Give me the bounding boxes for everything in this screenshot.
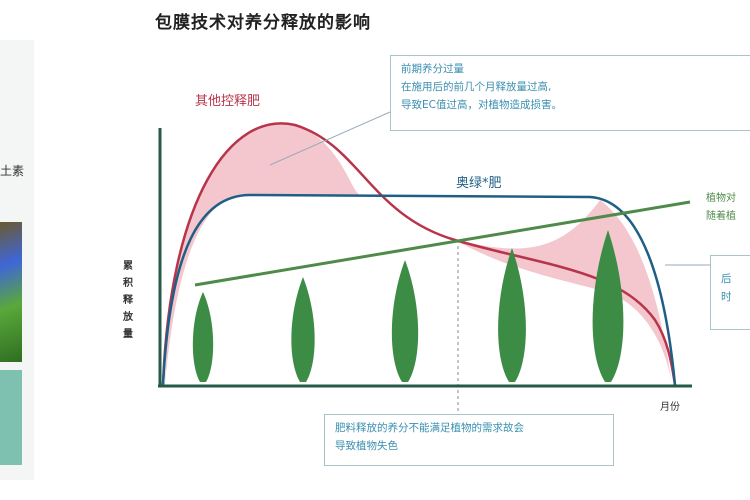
- side-teal-panel: [0, 370, 22, 465]
- deficit-callout: 肥料释放的养分不能满足植物的需求故会 导致植物失色: [324, 414, 614, 466]
- y-axis-label: 累积释放量: [123, 261, 133, 340]
- demand-label-line: 植物对: [706, 193, 736, 204]
- tree-1: [192, 292, 214, 382]
- right-callout: 后 时: [710, 255, 750, 330]
- tree-2: [291, 277, 315, 382]
- x-axis-label: 月份: [660, 402, 680, 413]
- product-label: 奥绿*肥: [456, 176, 502, 191]
- callout-line: 导致植物失色: [335, 440, 398, 452]
- other-release-curve: [161, 122, 677, 386]
- page-title: 包膜技术对养分释放的影响: [155, 13, 371, 33]
- tree-5: [592, 230, 624, 382]
- tree-4: [498, 248, 526, 382]
- side-text: 土素: [0, 164, 25, 178]
- other-fertilizer-label: 其他控释肥: [195, 94, 261, 109]
- trees: [192, 230, 624, 382]
- callout-line: 在施用后的前几个月释放量过高,: [401, 81, 552, 93]
- callout-line: 后: [721, 273, 732, 285]
- callout-line: 时: [721, 291, 732, 303]
- side-photo: [0, 222, 22, 362]
- callout-line: 前期养分过量: [401, 63, 464, 75]
- callout-line-top: [269, 111, 391, 166]
- tree-3: [391, 260, 419, 382]
- plant-demand-line: [194, 200, 691, 287]
- demand-label-line: 随着植: [706, 211, 736, 222]
- side-card: 土素: [0, 40, 34, 480]
- excess-fill: [165, 123, 360, 385]
- product-release-curve: [161, 193, 677, 386]
- callout-line: 肥料释放的养分不能满足植物的需求故会: [335, 422, 524, 434]
- callout-line: 导致EC值过高，对植物造成损害。: [401, 99, 562, 111]
- excess-callout: 前期养分过量 在施用后的前几个月释放量过高, 导致EC值过高，对植物造成损害。: [390, 55, 750, 131]
- deficit-fill: [455, 200, 672, 385]
- demand-label: 植物对 随着植: [706, 190, 736, 226]
